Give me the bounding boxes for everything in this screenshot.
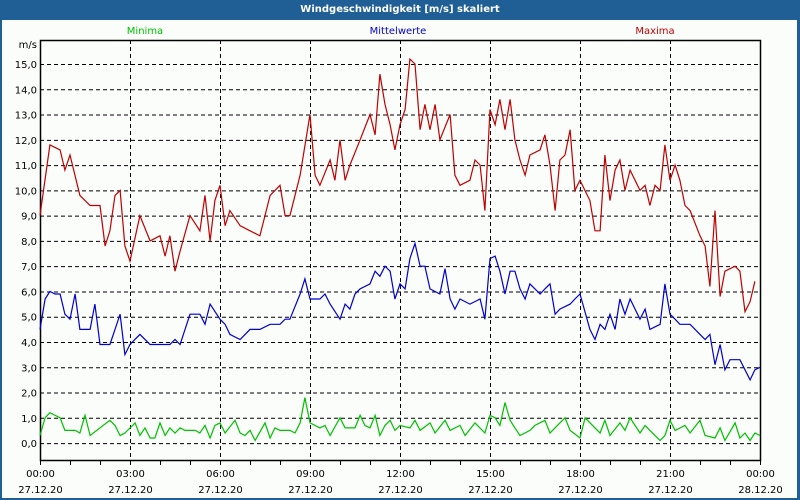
y-tick-label: 6,0 xyxy=(21,287,37,298)
x-tick-time: 12:00 xyxy=(386,469,415,480)
y-tick-label: 11,0 xyxy=(15,161,37,172)
x-tick-time: 15:00 xyxy=(476,469,505,480)
y-axis-unit-label: m/s xyxy=(19,40,37,51)
y-tick-label: 3,0 xyxy=(21,363,37,374)
series-line-minima xyxy=(39,397,761,442)
x-tick-date: 27.12.20 xyxy=(378,485,423,496)
x-tick-time: 18:00 xyxy=(566,469,595,480)
y-tick-label: 7,0 xyxy=(21,262,37,273)
x-tick-date: 27.12.20 xyxy=(558,485,603,496)
y-tick-label: 8,0 xyxy=(21,237,37,248)
x-tick-time: 00:00 xyxy=(26,469,55,480)
y-tick-label: 4,0 xyxy=(21,338,37,349)
legend-maxima: Maxima xyxy=(635,26,674,37)
series-line-mittelwerte xyxy=(39,241,761,382)
x-tick-time: 21:00 xyxy=(656,469,685,480)
x-tick-date: 28.12.20 xyxy=(738,485,783,496)
window-title: Windgeschwindigkeit [m/s] skaliert xyxy=(300,4,500,15)
y-tick-label: 0,0 xyxy=(21,439,37,450)
legend-minima: Minima xyxy=(127,26,163,37)
y-tick-label: 13,0 xyxy=(15,111,37,122)
x-tick-date: 27.12.20 xyxy=(198,485,243,496)
y-tick-label: 14,0 xyxy=(15,85,37,96)
x-tick-time: 00:00 xyxy=(746,469,775,480)
x-tick-time: 03:00 xyxy=(116,469,145,480)
x-tick-date: 27.12.20 xyxy=(648,485,693,496)
y-tick-label: 9,0 xyxy=(21,212,37,223)
x-tick-time: 09:00 xyxy=(296,469,325,480)
y-tick-label: 5,0 xyxy=(21,313,37,324)
plot-frame xyxy=(39,39,762,462)
legend-mittelwerte: Mittelwerte xyxy=(370,26,427,37)
x-tick-date: 27.12.20 xyxy=(18,485,63,496)
x-tick-time: 06:00 xyxy=(206,469,235,480)
y-tick-label: 12,0 xyxy=(15,136,37,147)
series-line-maxima xyxy=(39,57,756,314)
x-tick-date: 27.12.20 xyxy=(288,485,333,496)
x-tick-date: 27.12.20 xyxy=(108,485,153,496)
y-tick-label: 2,0 xyxy=(21,389,37,400)
x-tick-date: 27.12.20 xyxy=(468,485,513,496)
y-tick-label: 10,0 xyxy=(15,186,37,197)
y-tick-label: 15,0 xyxy=(15,60,37,71)
y-tick-label: 1,0 xyxy=(21,414,37,425)
